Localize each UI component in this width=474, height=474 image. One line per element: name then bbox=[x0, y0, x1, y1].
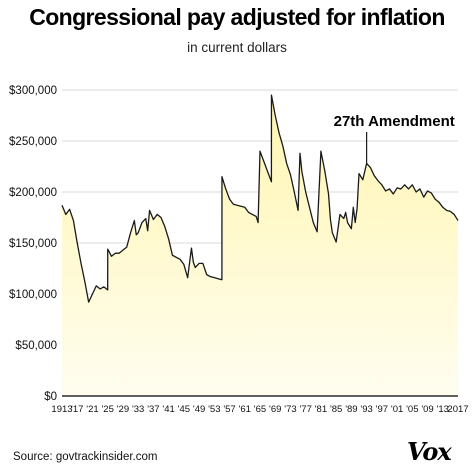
x-tick-label: '01 bbox=[391, 404, 403, 415]
y-tick-label: $100,000 bbox=[9, 289, 57, 301]
y-tick-label: $150,000 bbox=[9, 238, 57, 250]
x-tick-label: '73 bbox=[284, 404, 296, 415]
x-tick-label: '41 bbox=[162, 404, 174, 415]
chart-title: Congressional pay adjusted for inflation bbox=[29, 4, 445, 30]
x-tick-label: 1913 bbox=[51, 404, 72, 415]
x-tick-label: '25 bbox=[101, 404, 113, 415]
area-fill bbox=[62, 95, 458, 396]
y-tick-label: $0 bbox=[44, 391, 57, 403]
x-tick-label: '37 bbox=[147, 404, 159, 415]
x-tick-label: 2017 bbox=[447, 404, 468, 415]
x-tick-label: '13 bbox=[437, 404, 449, 415]
x-tick-label: '49 bbox=[193, 404, 205, 415]
chart-subtitle: in current dollars bbox=[187, 40, 287, 55]
x-tick-label: '21 bbox=[86, 404, 98, 415]
x-tick-label: '77 bbox=[299, 404, 311, 415]
x-tick-label: '81 bbox=[315, 404, 327, 415]
x-tick-label: '53 bbox=[208, 404, 220, 415]
area-fill-layer bbox=[62, 95, 458, 396]
x-tick-label: '85 bbox=[330, 404, 342, 415]
x-tick-label: '17 bbox=[71, 404, 83, 415]
x-tick-label: '69 bbox=[269, 404, 281, 415]
tick-labels: $0 $50,000 $100,000 $150,000 $200,000 $250,00… bbox=[9, 85, 469, 415]
series-line bbox=[61, 94, 459, 303]
x-tick-label: '09 bbox=[421, 404, 433, 415]
y-tick-label: $200,000 bbox=[9, 187, 57, 199]
y-tick-label: $300,000 bbox=[9, 85, 57, 97]
source-note: Source: govtrackinsider.com bbox=[13, 451, 158, 463]
annotations: 27th Amendment bbox=[334, 113, 455, 164]
x-tick-label: '33 bbox=[132, 404, 144, 415]
x-tick-label: '45 bbox=[178, 404, 190, 415]
annotation-label: 27th Amendment bbox=[334, 113, 455, 130]
x-tick-label: '97 bbox=[376, 404, 388, 415]
x-tick-label: '05 bbox=[406, 404, 418, 415]
x-tick-label: '93 bbox=[360, 404, 372, 415]
x-tick-label: '57 bbox=[223, 404, 235, 415]
series-line-layer bbox=[61, 94, 459, 303]
y-tick-label: $50,000 bbox=[15, 340, 57, 352]
vox-logo: Vox bbox=[407, 437, 452, 466]
x-tick-label: '89 bbox=[345, 404, 357, 415]
x-tick-label: '65 bbox=[254, 404, 266, 415]
y-tick-label: $250,000 bbox=[9, 136, 57, 148]
x-tick-label: '29 bbox=[117, 404, 129, 415]
x-tick-label: '61 bbox=[239, 404, 251, 415]
